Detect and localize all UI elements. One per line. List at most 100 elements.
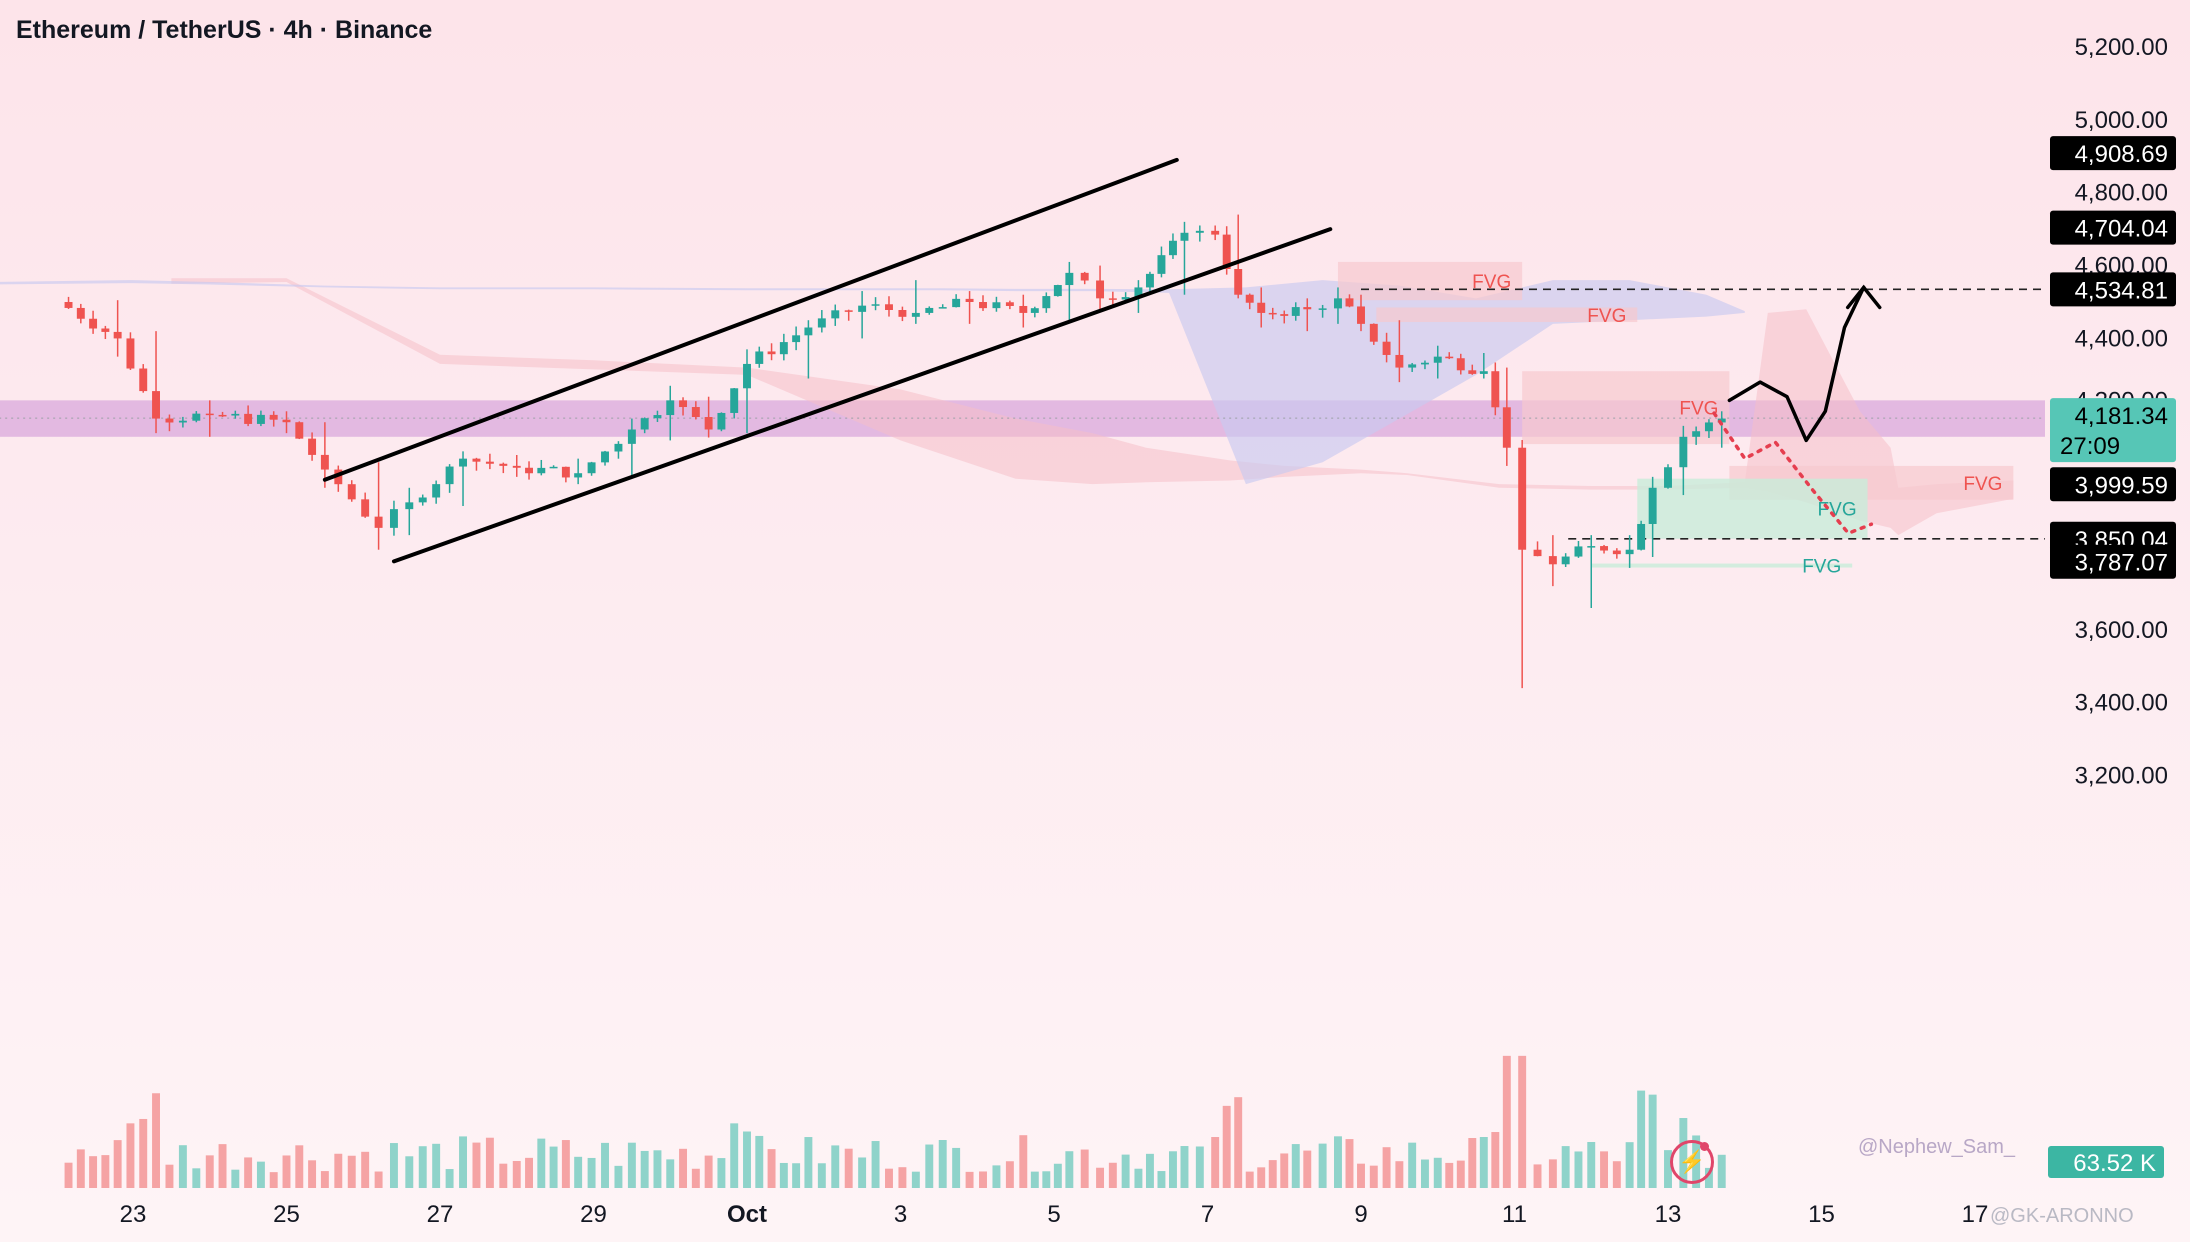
- candle-body: [165, 418, 174, 423]
- candle-body: [178, 420, 187, 423]
- price-tag-box: [2050, 136, 2176, 171]
- y-tick-label: 4,400.00: [2075, 325, 2168, 352]
- volume-bar: [1096, 1167, 1105, 1188]
- channel-lines-layer: [322, 157, 1333, 564]
- candle-body: [256, 414, 265, 424]
- candle-body: [334, 469, 343, 485]
- candle-body: [1145, 273, 1154, 288]
- volume-bar: [218, 1144, 227, 1188]
- candle-body: [1280, 314, 1289, 316]
- candle-body: [561, 466, 570, 478]
- candle-body: [614, 443, 623, 452]
- volume-bar: [374, 1171, 383, 1188]
- candle-body: [1108, 298, 1117, 300]
- volume-bar: [1420, 1159, 1429, 1188]
- candle-body: [1211, 230, 1220, 235]
- x-tick-label: 3: [894, 1201, 907, 1228]
- candle-body: [1157, 255, 1166, 274]
- volume-bar: [1318, 1143, 1327, 1188]
- volume-bar: [792, 1163, 801, 1188]
- candle-body: [1648, 487, 1657, 524]
- candle-body: [1080, 272, 1089, 281]
- y-tick-label: 5,200.00: [2075, 34, 2168, 61]
- volume-bar: [885, 1168, 893, 1188]
- volume-bar: [779, 1162, 788, 1188]
- volume-bar: [717, 1158, 726, 1188]
- candle-body: [218, 414, 227, 417]
- candle-body: [627, 429, 636, 444]
- volume-bar: [743, 1131, 751, 1188]
- volume-bar: [1180, 1146, 1189, 1188]
- price-tag: 4,908.69: [2050, 136, 2176, 171]
- volume-bar: [587, 1157, 596, 1188]
- volume-bar: [574, 1156, 583, 1188]
- candle-body: [361, 499, 370, 517]
- notification-dot-icon: [1700, 1142, 1709, 1151]
- volume-bar: [1445, 1162, 1454, 1188]
- candle-body: [89, 318, 98, 329]
- y-tick-label: 3,400.00: [2075, 690, 2168, 717]
- candle-body: [1692, 431, 1701, 437]
- volume-bar: [269, 1172, 278, 1188]
- volume-bar: [472, 1142, 481, 1188]
- price-tag: 3,787.07: [2050, 544, 2176, 579]
- candle-body: [755, 351, 764, 364]
- volume-bar: [1019, 1135, 1028, 1188]
- volume-bar: [704, 1155, 713, 1188]
- price-tag-box: [2050, 210, 2176, 245]
- candle-body: [1704, 422, 1713, 432]
- volume-bar: [1134, 1168, 1143, 1188]
- volume-bar: [653, 1150, 662, 1188]
- candle-body: [1717, 418, 1726, 423]
- volume-bar: [192, 1168, 201, 1188]
- candle-body: [898, 309, 907, 317]
- volume-bar: [1053, 1163, 1062, 1188]
- volume-bar: [1157, 1171, 1166, 1188]
- volume-bar: [1234, 1097, 1243, 1188]
- price-tag-box: [2050, 544, 2176, 579]
- volume-bar: [405, 1156, 414, 1188]
- volume-bar: [1502, 1055, 1511, 1188]
- volume-bar: [925, 1144, 934, 1188]
- volume-bar: [1369, 1165, 1378, 1188]
- candle-body: [244, 413, 253, 424]
- lightning-bolt-icon[interactable]: ⚡: [1670, 1140, 1714, 1184]
- candle-body: [1042, 296, 1051, 309]
- volume-bar: [459, 1136, 467, 1188]
- volume-bar: [361, 1151, 370, 1188]
- volume-bar: [320, 1171, 329, 1188]
- candle-body: [405, 502, 414, 510]
- candle-body: [485, 461, 494, 464]
- candle-body: [871, 304, 880, 306]
- candles-layer: [64, 214, 1726, 689]
- candle-body: [374, 516, 383, 528]
- volume-bar: [152, 1093, 160, 1188]
- volume-bar: [1357, 1163, 1365, 1188]
- candle-body: [601, 451, 609, 463]
- candle-body: [1561, 556, 1570, 565]
- price-tag: 4,181.34 27:09: [2050, 398, 2176, 463]
- fvg-label: FVG: [1802, 556, 1841, 577]
- volume-bar: [898, 1167, 907, 1188]
- volume-bar: [911, 1171, 920, 1188]
- candle-body: [418, 497, 427, 503]
- candle-body: [549, 466, 558, 469]
- candle-body: [1257, 302, 1266, 313]
- volume-bar: [1548, 1159, 1557, 1188]
- volume-bar: [1245, 1171, 1254, 1188]
- volume-bar: [445, 1169, 454, 1188]
- candle-body: [779, 342, 788, 355]
- candle-body: [499, 463, 508, 466]
- volume-bar: [1145, 1153, 1154, 1188]
- volume-bar: [730, 1123, 739, 1188]
- volume-bar: [679, 1148, 688, 1188]
- candle-body: [1456, 358, 1465, 371]
- candle-body: [1533, 549, 1542, 557]
- price-tag-label: 3,999.59: [2075, 472, 2168, 499]
- x-tick-label: 27: [427, 1201, 454, 1228]
- volume-bar: [126, 1123, 135, 1188]
- candle-body: [113, 331, 122, 339]
- candle-body: [587, 462, 596, 474]
- volume-bar: [205, 1155, 214, 1188]
